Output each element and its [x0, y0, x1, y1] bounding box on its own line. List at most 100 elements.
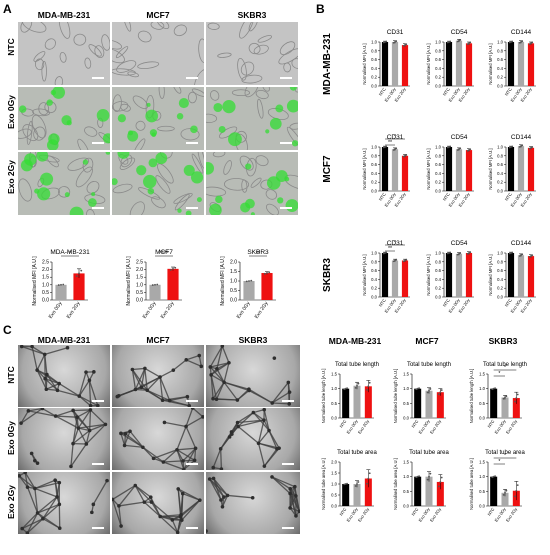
tube-segment [172, 359, 187, 371]
significance-label: ** [388, 140, 392, 146]
tube-segment [26, 518, 44, 534]
y-tick-label: 0.4 [371, 171, 377, 176]
bar [381, 147, 389, 191]
data-point [405, 43, 408, 46]
tube-node [133, 387, 138, 392]
tube-node [219, 498, 223, 502]
data-point [263, 272, 266, 275]
tube-node [71, 441, 75, 446]
tube-segment [180, 493, 184, 515]
tube-segment [185, 408, 194, 427]
exosome-signal [36, 152, 49, 162]
tube-node [149, 500, 154, 504]
tube-segment [272, 402, 290, 405]
tube-segment [210, 362, 230, 376]
data-point [356, 483, 358, 485]
exosome-signal [146, 102, 151, 107]
significance-label: * [394, 134, 396, 140]
cell-outline [18, 178, 33, 202]
panel-c-row-ntc: NTC [6, 366, 16, 384]
data-point [469, 251, 472, 254]
micrograph-cells [18, 152, 110, 215]
bar-chart: CD54 0.0 0.2 0.4 0.6 0.8 1.0 Normalised MFI [A.… [426, 29, 474, 103]
cell-outline [207, 22, 220, 30]
tube-segment [76, 409, 91, 418]
bar [490, 388, 498, 418]
tube-segment [45, 374, 48, 390]
data-point [505, 489, 508, 492]
tube-node [53, 414, 58, 418]
tube-segment [28, 410, 56, 417]
cell-outline [137, 30, 152, 43]
x-tick-label: NTC [410, 507, 419, 517]
y-tick-label: 1.0 [371, 145, 377, 150]
data-point [357, 481, 360, 483]
y-axis-label: Normalised tube area [A.U.] [321, 458, 326, 510]
y-tick-label: 1.5 [403, 372, 409, 377]
scale-bar [282, 463, 294, 465]
significance-label: * [504, 453, 506, 459]
tube-node [117, 504, 121, 508]
panel-c-row-exo2: Exo 2Gy [6, 484, 16, 520]
y-tick-label: 0.6 [371, 57, 377, 62]
y-tick-label: 0.0 [371, 295, 377, 300]
x-tick-label: Exo 2Gy [458, 191, 472, 208]
x-tick-label: Exo 0Gy [142, 300, 158, 320]
y-tick-label: 0.0 [497, 189, 503, 194]
tube-node [75, 415, 79, 419]
cell-outline [191, 153, 204, 174]
tube-node [158, 375, 162, 379]
y-tick-label: 0.5 [331, 401, 337, 406]
tube-node [214, 397, 219, 402]
data-point [75, 275, 78, 278]
panel-a-row-exo2: Exo 2Gy [6, 159, 16, 195]
tube-node [293, 484, 297, 489]
tube-node [128, 429, 132, 434]
y-tick-label: 0.0 [230, 298, 237, 304]
cell-outline [241, 179, 248, 193]
x-tick-label: Exo 2Gy [357, 506, 371, 523]
cell-outline [41, 60, 47, 82]
cell-outline [197, 152, 204, 169]
y-tick-label: 0.8 [371, 48, 377, 53]
y-tick-label: 1.5 [42, 275, 49, 281]
cell-outline [33, 126, 46, 141]
y-tick-label: 1.0 [331, 482, 337, 487]
tube-segment [55, 415, 78, 418]
tube-segment [213, 477, 229, 496]
tube-node [53, 478, 57, 483]
y-tick-label: 0.0 [479, 416, 485, 421]
exosome-signal [218, 125, 226, 133]
panel-a-micrograph [18, 152, 110, 215]
tube-segment [237, 419, 265, 428]
panel-c-tube-image [18, 408, 110, 470]
scale-bar [186, 400, 198, 402]
tube-segment [118, 501, 145, 507]
tube-node [167, 398, 172, 403]
tube-segment [162, 396, 188, 401]
panel-a-micrograph [206, 22, 298, 85]
tube-segment [134, 484, 152, 498]
tube-network [19, 345, 100, 407]
data-point [356, 384, 358, 387]
tube-node [181, 459, 185, 463]
bar [501, 492, 509, 506]
cell-outline [206, 186, 227, 197]
cell-outline [67, 157, 90, 171]
tube-segment [223, 381, 238, 401]
tube-node [105, 478, 109, 483]
tube-segment [176, 449, 185, 470]
tube-node [29, 451, 34, 456]
tube-segment [123, 431, 131, 446]
y-tick-label: 0.5 [403, 401, 409, 406]
y-tick-label: 0.8 [497, 259, 503, 264]
cell-outline [206, 113, 218, 123]
data-point [449, 251, 452, 254]
x-tick-label: Exo 2Gy [458, 86, 472, 103]
tube-node [215, 367, 219, 371]
data-point [343, 388, 346, 391]
y-axis-label: Normalised tube area [A.U.] [393, 458, 398, 510]
tube-node [171, 368, 176, 372]
tube-segment [252, 412, 270, 431]
cell-outline [112, 183, 133, 194]
